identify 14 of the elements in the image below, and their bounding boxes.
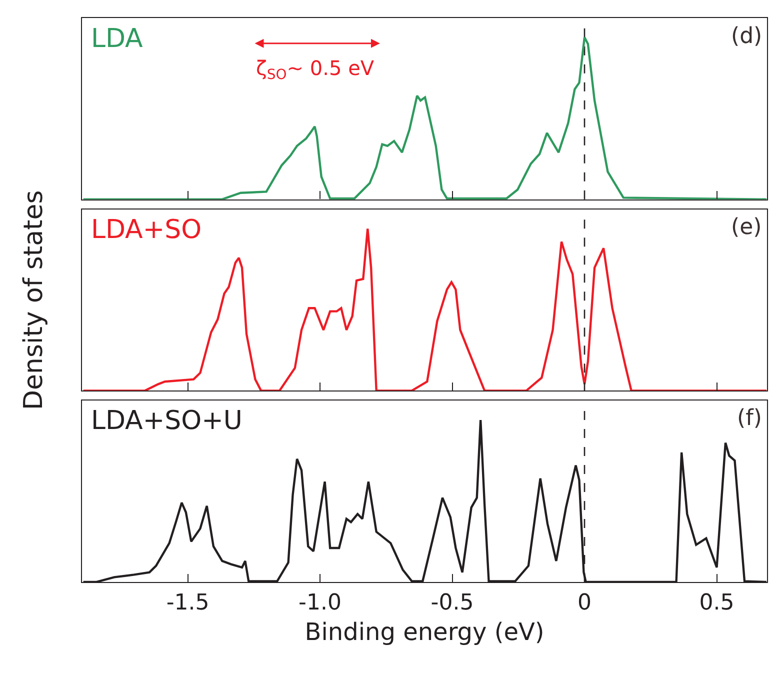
annotation: (d) <box>731 24 762 49</box>
x-tick-label: 0.5 <box>699 590 734 616</box>
annotation: (e) <box>731 215 762 240</box>
series-label: LDA+SO <box>91 215 202 245</box>
annotation: ζ$_{SO}$~ 0.5 eV <box>256 56 374 84</box>
x-axis-title: Binding energy (eV) <box>304 618 544 646</box>
text: LDA <box>91 24 144 54</box>
text: LDA+SO+U <box>91 406 242 436</box>
annotation: (f) <box>737 406 762 431</box>
x-tick-label: -1.5 <box>166 590 210 616</box>
x-tick-label: -0.5 <box>430 590 474 616</box>
y-axis-title: Density of states <box>19 190 50 410</box>
x-tick-label: 0 <box>578 590 592 616</box>
x-tick-label: -1.0 <box>298 590 342 616</box>
